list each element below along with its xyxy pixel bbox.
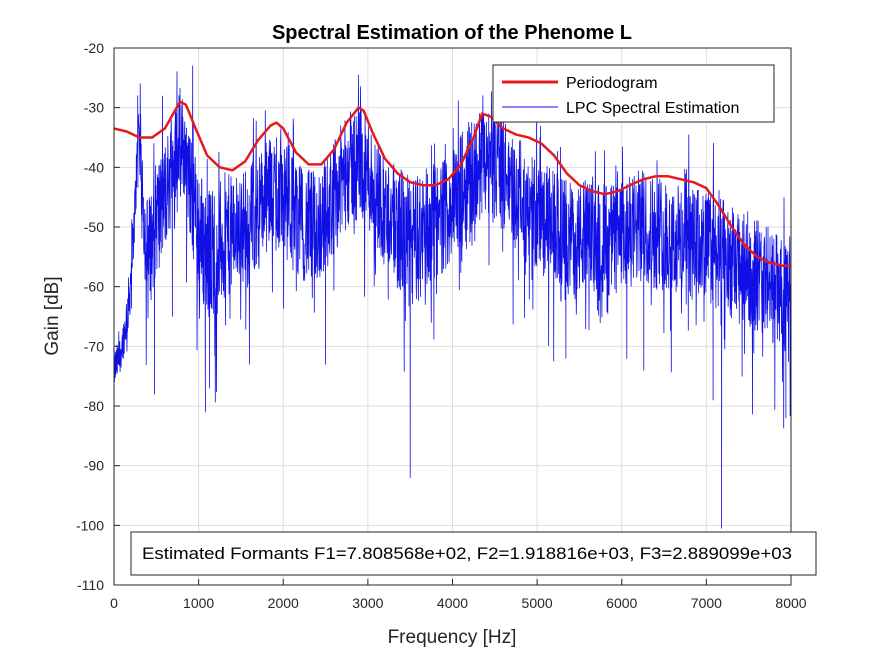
y-tick-label: -110 [77, 577, 104, 593]
y-tick-label: -20 [84, 40, 104, 56]
x-tick-label: 2000 [268, 595, 299, 611]
y-tick-label: -50 [84, 219, 104, 235]
y-tick-label: -100 [76, 517, 104, 533]
x-tick-label: 4000 [437, 595, 468, 611]
x-tick-label: 5000 [522, 595, 553, 611]
y-tick-label: -80 [84, 398, 104, 414]
legend-label-lpc: LPC Spectral Estimation [566, 100, 739, 117]
x-axis: 0 1000 2000 3000 4000 5000 6000 7000 8000 [110, 579, 807, 611]
chart-title: Spectral Estimation of the Phenome L [272, 22, 632, 44]
legend-label-periodogram: Periodogram [566, 75, 658, 92]
x-tick-label: 1000 [183, 595, 214, 611]
annotation-box [130, 531, 817, 576]
y-tick-label: -40 [84, 159, 104, 175]
lpc-series [113, 65, 792, 529]
x-axis-label: Frequency [Hz] [388, 627, 517, 648]
y-tick-label: -70 [84, 338, 104, 354]
x-tick-label: 0 [110, 595, 118, 611]
formant-annotation: Estimated Formants F1=7.808568e+02, F2=1… [130, 531, 817, 576]
x-tick-label: 7000 [691, 595, 722, 611]
y-tick-label: -60 [84, 279, 104, 295]
y-axis: -20 -30 -40 -50 -60 -70 -80 -90 -100 -110 [76, 40, 120, 593]
x-tick-label: 6000 [606, 595, 637, 611]
periodogram-series [113, 100, 792, 268]
y-axis-label: Gain [dB] [42, 276, 63, 355]
x-tick-label: 8000 [775, 595, 806, 611]
periodogram-line [113, 100, 792, 268]
annotation-text: Estimated Formants F1=7.808568e+02, F2=1… [142, 544, 792, 563]
y-tick-label: -90 [84, 458, 104, 474]
lpc-line [113, 65, 792, 529]
legend: Periodogram LPC Spectral Estimation [492, 64, 775, 123]
y-tick-label: -30 [84, 100, 104, 116]
legend-box [492, 64, 775, 123]
x-tick-label: 3000 [352, 595, 383, 611]
